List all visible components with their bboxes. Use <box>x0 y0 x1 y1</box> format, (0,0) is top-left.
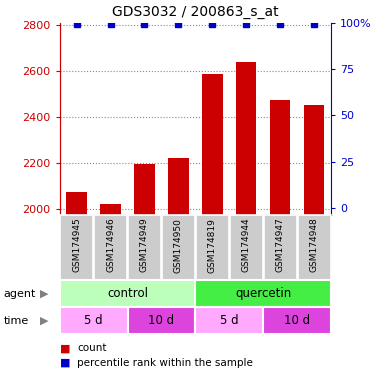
Bar <box>67 192 87 215</box>
Text: ■: ■ <box>60 358 70 368</box>
Bar <box>195 307 263 334</box>
Text: count: count <box>77 343 107 353</box>
Text: percentile rank within the sample: percentile rank within the sample <box>77 358 253 368</box>
Text: time: time <box>4 316 29 326</box>
Bar <box>100 204 121 215</box>
Text: GSM174819: GSM174819 <box>208 218 217 273</box>
Bar <box>270 100 290 215</box>
Text: 5 d: 5 d <box>220 314 239 327</box>
Bar <box>236 62 256 215</box>
Text: GSM174948: GSM174948 <box>310 218 319 272</box>
Bar <box>128 215 161 280</box>
Bar <box>263 307 331 334</box>
Bar <box>134 164 155 215</box>
Bar <box>60 280 195 307</box>
Bar <box>304 105 324 215</box>
Bar <box>94 215 127 280</box>
Text: ■: ■ <box>60 343 70 353</box>
Bar <box>202 74 223 215</box>
Title: GDS3032 / 200863_s_at: GDS3032 / 200863_s_at <box>112 5 279 19</box>
Bar <box>127 307 195 334</box>
Text: quercetin: quercetin <box>235 287 291 300</box>
Bar <box>60 215 93 280</box>
Text: agent: agent <box>4 289 36 299</box>
Text: ▶: ▶ <box>40 289 49 299</box>
Bar <box>162 215 195 280</box>
Text: GSM174949: GSM174949 <box>140 218 149 272</box>
Text: 10 d: 10 d <box>148 314 174 327</box>
Bar <box>230 215 263 280</box>
Text: GSM174947: GSM174947 <box>276 218 285 272</box>
Text: GSM174944: GSM174944 <box>242 218 251 272</box>
Text: ▶: ▶ <box>40 316 49 326</box>
Text: 10 d: 10 d <box>284 314 310 327</box>
Text: GSM174945: GSM174945 <box>72 218 81 272</box>
Bar <box>264 215 297 280</box>
Bar <box>195 280 331 307</box>
Bar <box>298 215 331 280</box>
Text: 5 d: 5 d <box>84 314 103 327</box>
Bar <box>168 157 189 215</box>
Bar <box>196 215 229 280</box>
Text: GSM174950: GSM174950 <box>174 218 183 273</box>
Text: GSM174946: GSM174946 <box>106 218 115 272</box>
Bar <box>60 307 127 334</box>
Text: control: control <box>107 287 148 300</box>
